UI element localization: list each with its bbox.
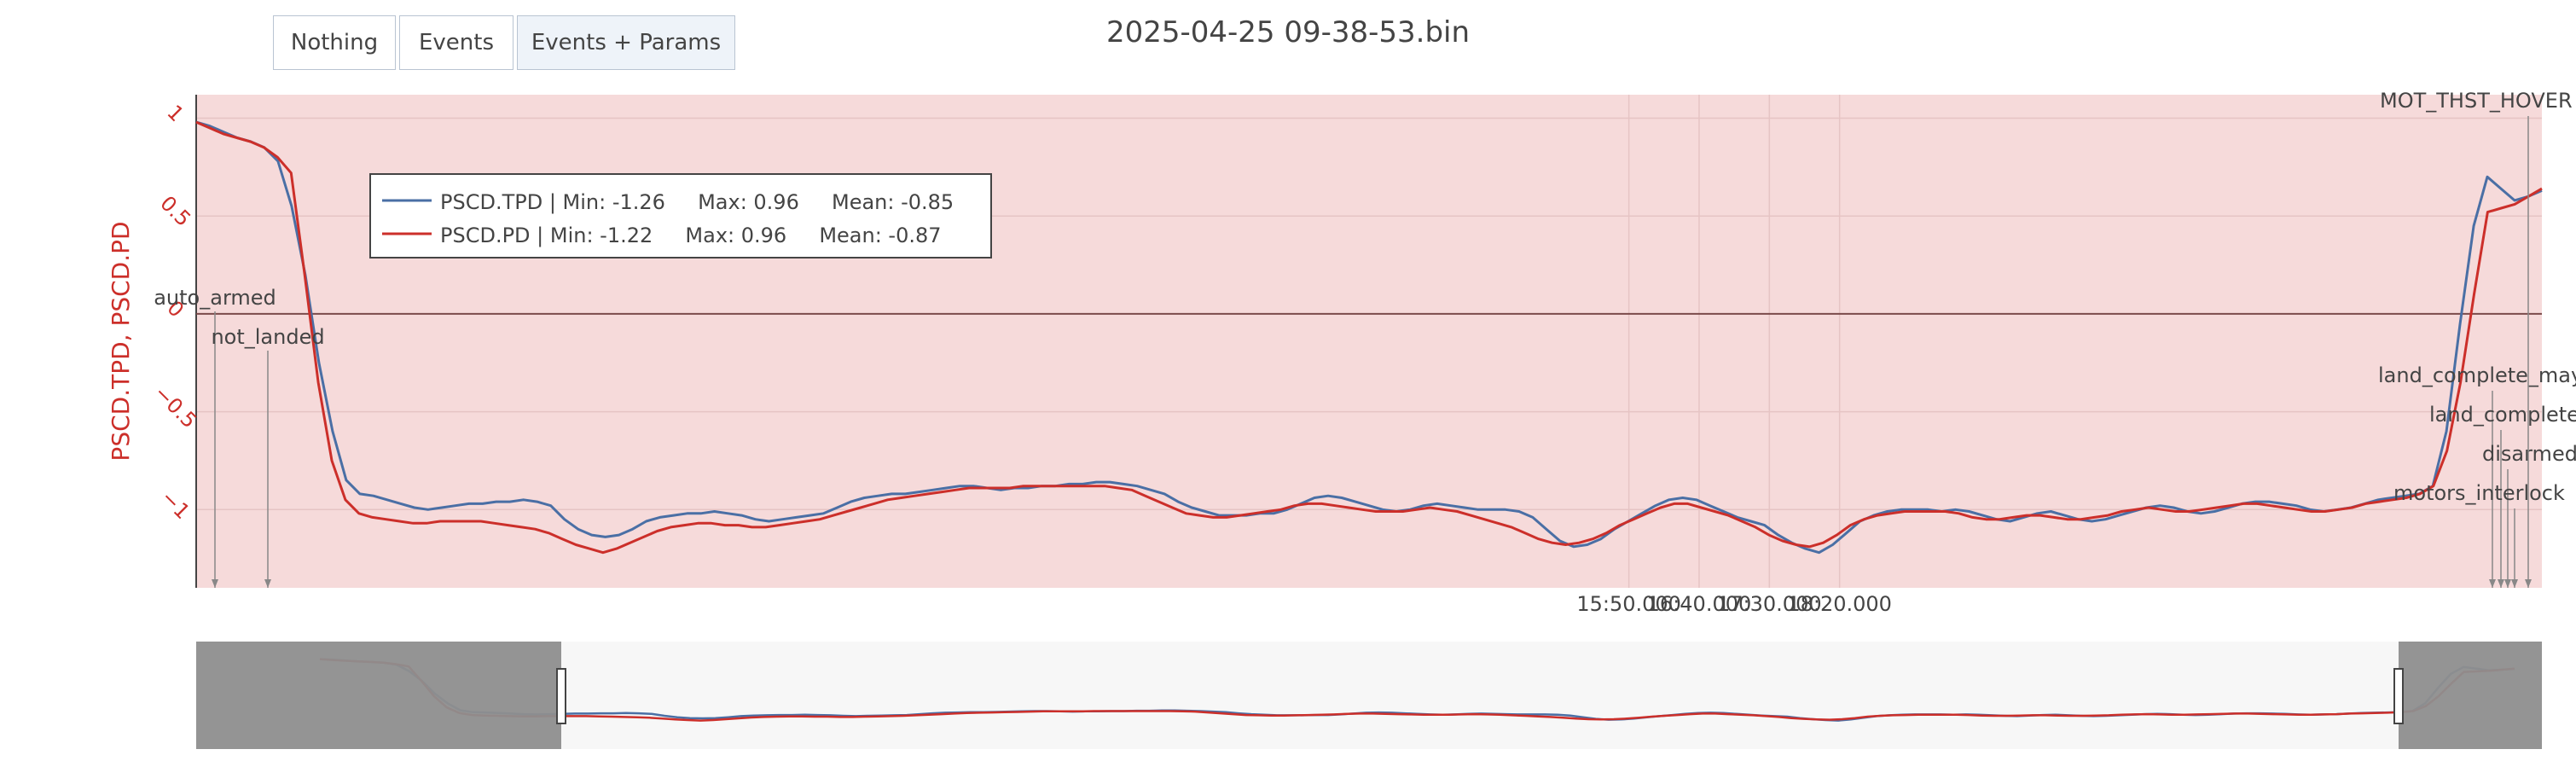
- event-label: disarmed: [2482, 442, 2576, 466]
- event-label: land_complete_maybe: [2378, 363, 2576, 387]
- events-button[interactable]: Events: [399, 15, 513, 70]
- range-slider[interactable]: [196, 642, 2542, 749]
- series-line-pd: [195, 120, 2543, 555]
- plot-background: [196, 95, 2542, 588]
- event-arrow: [264, 579, 271, 588]
- x-tick-label: 15:50.000: [1576, 592, 1681, 616]
- chart-title: 2025-04-25 09-38-53.bin: [1105, 15, 1471, 49]
- event-label: auto_armed: [154, 286, 276, 310]
- event-label: MOT_THST_HOVER: [2380, 89, 2573, 113]
- event-arrow: [2504, 579, 2511, 588]
- y-tick-label: −1: [156, 485, 194, 524]
- range-slider-mask-right: [2399, 642, 2542, 749]
- legend-entry-pd: PSCD.PD | Min: -1.22 Max: 0.96 Mean: -0.…: [440, 224, 942, 247]
- legend-entry-tpd: PSCD.TPD | Min: -1.26 Max: 0.96 Mean: -0…: [440, 190, 954, 214]
- event-label: not_landed: [211, 325, 324, 349]
- range-slider-background: [196, 642, 2542, 749]
- event-markers: auto_armed not_landed land_complete_maybel…: [154, 89, 2576, 588]
- nothing-button[interactable]: Nothing: [273, 15, 396, 70]
- y-tick-label: −0.5: [149, 380, 201, 433]
- mode-toggle-group: Nothing Events Events + Params: [273, 15, 739, 70]
- event-arrow: [212, 579, 218, 588]
- range-slider-lines: [319, 658, 2515, 722]
- events-params-button[interactable]: Events + Params: [517, 15, 735, 70]
- range-slider-mask-left: [196, 642, 561, 749]
- series-lines: [195, 120, 2543, 555]
- event-arrow: [2525, 579, 2532, 588]
- x-tick-label: 17:30.000: [1717, 592, 1822, 616]
- y-tick-label: 0.5: [155, 191, 195, 231]
- event-arrow: [2498, 579, 2504, 588]
- legend: PSCD.TPD | Min: -1.26 Max: 0.96 Mean: -0…: [369, 173, 992, 259]
- y-axis-label: PSCD.TPD, PSCD.PD: [107, 221, 135, 461]
- y-ticks: 10.50−0.5−1: [149, 101, 201, 524]
- x-tick-label: 18:20.000: [1787, 592, 1892, 616]
- y-tick-label: 1: [162, 101, 189, 127]
- event-label: motors_interlock: [2393, 481, 2565, 505]
- event-label: land_complete: [2429, 403, 2576, 427]
- range-slider-handle-right[interactable]: [2393, 668, 2404, 724]
- legend-box: [369, 173, 992, 259]
- range-slider-handle-left[interactable]: [556, 668, 566, 724]
- event-arrow: [2489, 579, 2496, 588]
- x-tick-label: 16:40.000: [1647, 592, 1752, 616]
- event-arrow: [2511, 579, 2518, 588]
- mini-line-pd: [319, 658, 2515, 722]
